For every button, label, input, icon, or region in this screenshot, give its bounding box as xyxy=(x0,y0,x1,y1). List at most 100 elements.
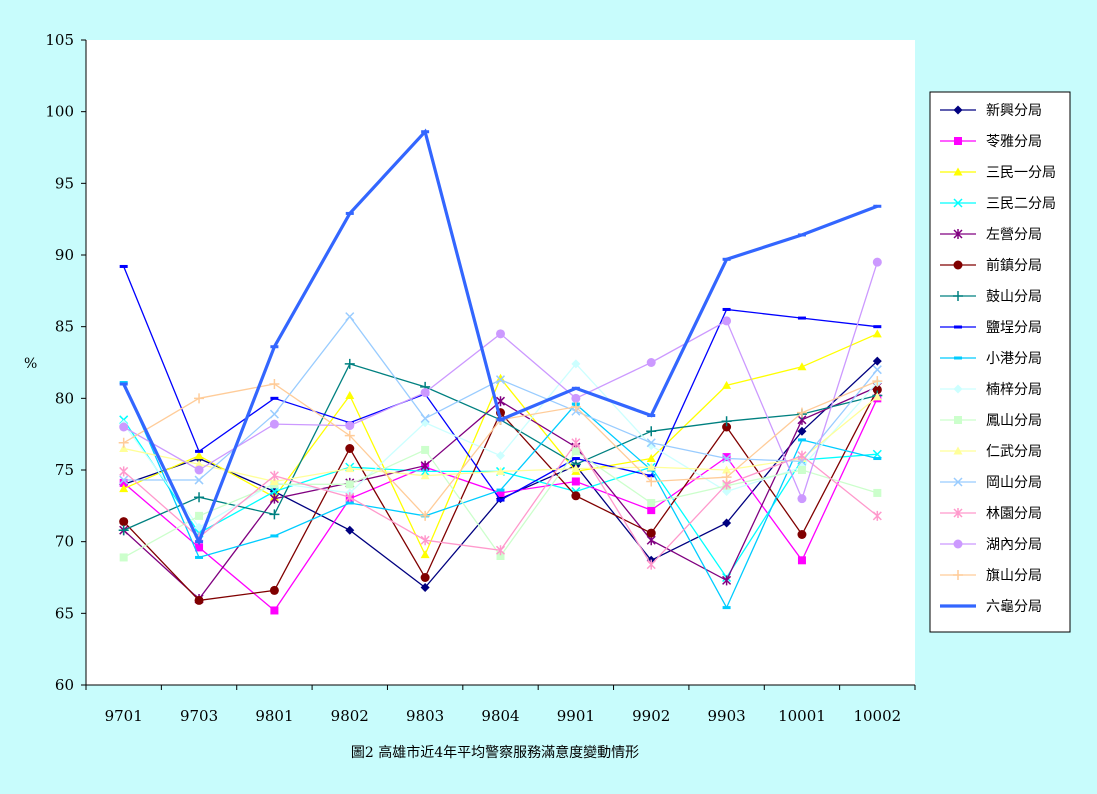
data-point xyxy=(195,543,204,552)
data-point xyxy=(420,460,430,471)
data-point xyxy=(571,447,580,456)
data-point xyxy=(797,362,807,371)
series xyxy=(119,437,882,570)
legend-item: 小港分局 xyxy=(940,351,1042,367)
legend-item: 湖內分局 xyxy=(940,537,1042,553)
data-point xyxy=(647,414,656,418)
data-point xyxy=(872,329,882,338)
data-point xyxy=(496,488,505,497)
data-point xyxy=(119,475,129,485)
data-point xyxy=(646,528,656,538)
x-tick-label: 10001 xyxy=(778,707,826,725)
data-point xyxy=(797,450,807,461)
y-axis: 60 65 70 75 80 85 90 95 100 105 xyxy=(45,31,87,694)
data-point xyxy=(195,555,204,559)
legend-label: 湖內分局 xyxy=(986,537,1042,553)
data-point xyxy=(571,359,581,369)
data-point xyxy=(872,392,882,401)
data-point xyxy=(873,325,882,329)
legend-label: 鳳山分局 xyxy=(986,413,1042,429)
data-point xyxy=(269,509,280,520)
data-point xyxy=(647,506,656,515)
y-tick-label: 75 xyxy=(55,461,74,479)
data-point xyxy=(722,422,732,432)
data-point xyxy=(421,130,430,134)
legend-label: 六龜分局 xyxy=(986,599,1042,615)
data-point xyxy=(872,376,883,387)
data-point xyxy=(421,445,430,454)
legend-label: 苓雅分局 xyxy=(986,133,1042,150)
data-point xyxy=(345,525,355,535)
data-point xyxy=(194,522,204,532)
legend-label: 小港分局 xyxy=(986,351,1042,367)
legend-label: 鼓山分局 xyxy=(986,289,1042,305)
data-point xyxy=(495,545,506,556)
x-tick-label: 9701 xyxy=(105,707,143,725)
data-point xyxy=(953,508,963,518)
legend-label: 岡山分局 xyxy=(986,475,1042,491)
data-point xyxy=(345,390,355,399)
legend-box xyxy=(929,91,1071,633)
data-point xyxy=(194,451,204,460)
data-point xyxy=(420,388,430,398)
data-point xyxy=(194,595,204,605)
data-point xyxy=(797,530,807,539)
data-point xyxy=(646,438,656,448)
data-point xyxy=(953,105,963,115)
y-axis-label: % xyxy=(24,356,37,372)
data-point xyxy=(420,550,430,559)
data-point xyxy=(954,604,962,608)
data-point xyxy=(953,384,963,394)
data-point xyxy=(646,426,657,437)
data-point xyxy=(496,466,505,475)
data-point xyxy=(496,498,505,502)
data-point xyxy=(571,386,580,390)
data-point xyxy=(722,606,731,610)
data-point xyxy=(722,316,732,326)
legend-label: 前鎮分局 xyxy=(986,257,1042,274)
data-point xyxy=(269,493,279,504)
data-point xyxy=(495,375,506,385)
data-point xyxy=(646,559,656,570)
data-point xyxy=(954,137,962,145)
legend-item: 岡山分局 xyxy=(940,475,1042,491)
legend-item: 鼓山分局 xyxy=(940,289,1042,305)
x-tick-label: 9803 xyxy=(406,707,444,725)
x-tick-label: 9902 xyxy=(632,707,670,725)
data-point xyxy=(269,409,279,419)
legend-label: 林園分局 xyxy=(986,506,1042,522)
data-point xyxy=(722,257,731,261)
y-tick-label: 90 xyxy=(55,246,74,264)
legend-item: 左營分局 xyxy=(940,227,1042,243)
series xyxy=(119,385,882,605)
data-point xyxy=(194,465,204,475)
data-point xyxy=(721,472,732,483)
data-point xyxy=(722,575,732,586)
legend: 新興分局苓雅分局三民一分局三民二分局左營分局前鎮分局鼓山分局鹽埕分局小港分局楠梓… xyxy=(940,103,1056,615)
legend-label: 三民一分局 xyxy=(986,165,1056,181)
data-point xyxy=(872,449,882,459)
legend-item: 楠梓分局 xyxy=(940,382,1042,398)
data-point xyxy=(194,393,205,404)
data-point xyxy=(571,457,580,461)
data-point xyxy=(420,573,430,582)
data-point xyxy=(796,407,807,418)
data-point xyxy=(954,416,962,424)
legend-item: 林園分局 xyxy=(940,506,1042,522)
y-tick-label: 70 xyxy=(55,533,74,551)
legend-item: 前鎮分局 xyxy=(940,257,1042,274)
legend-item: 旗山分局 xyxy=(940,568,1042,584)
data-point xyxy=(797,466,806,474)
data-point xyxy=(420,413,430,423)
data-point xyxy=(345,444,355,453)
legend-item: 鹽埕分局 xyxy=(940,320,1042,336)
data-point xyxy=(873,457,882,461)
data-point xyxy=(345,480,354,489)
x-axis: 9701 9703 9801 9802 9803 9804 9901 9902 9903 1000… xyxy=(85,684,916,725)
x-tick-label: 9703 xyxy=(180,707,218,725)
data-point xyxy=(954,356,962,360)
data-point xyxy=(571,477,580,486)
x-tick-label: 10002 xyxy=(853,707,901,725)
data-point xyxy=(269,419,279,429)
